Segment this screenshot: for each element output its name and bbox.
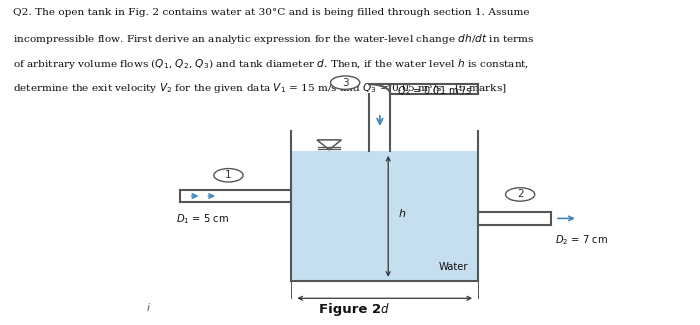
- Text: of arbitrary volume flows ($Q_1$, $Q_2$, $Q_3$) and tank diameter $d$. Then, if : of arbitrary volume flows ($Q_1$, $Q_2$,…: [13, 57, 529, 71]
- Text: incompressible flow. First derive an analytic expression for the water-level cha: incompressible flow. First derive an ana…: [13, 32, 535, 46]
- Bar: [291, 151, 479, 281]
- Text: Figure 2: Figure 2: [319, 303, 381, 316]
- Text: Water: Water: [439, 262, 468, 272]
- Circle shape: [505, 188, 535, 201]
- Text: $Q_3$ = 0.01 m³/s: $Q_3$ = 0.01 m³/s: [397, 84, 472, 98]
- Text: $D_1$ = 5 cm: $D_1$ = 5 cm: [176, 212, 230, 226]
- Text: Q2. The open tank in Fig. 2 contains water at 30°C and is being filled through s: Q2. The open tank in Fig. 2 contains wat…: [13, 7, 530, 17]
- Text: $h$: $h$: [398, 207, 406, 219]
- Text: $D_2$ = 7 cm: $D_2$ = 7 cm: [555, 233, 608, 247]
- Circle shape: [214, 169, 243, 182]
- Text: 2: 2: [517, 189, 524, 200]
- Text: $d$: $d$: [380, 302, 389, 316]
- Text: determine the exit velocity $V_2$ for the given data $V_1$ = 15 m/s and $Q_3$ = : determine the exit velocity $V_2$ for th…: [13, 81, 507, 95]
- Text: $i$: $i$: [146, 302, 151, 313]
- Text: 3: 3: [342, 78, 349, 88]
- Circle shape: [330, 76, 360, 89]
- Text: 1: 1: [225, 170, 232, 180]
